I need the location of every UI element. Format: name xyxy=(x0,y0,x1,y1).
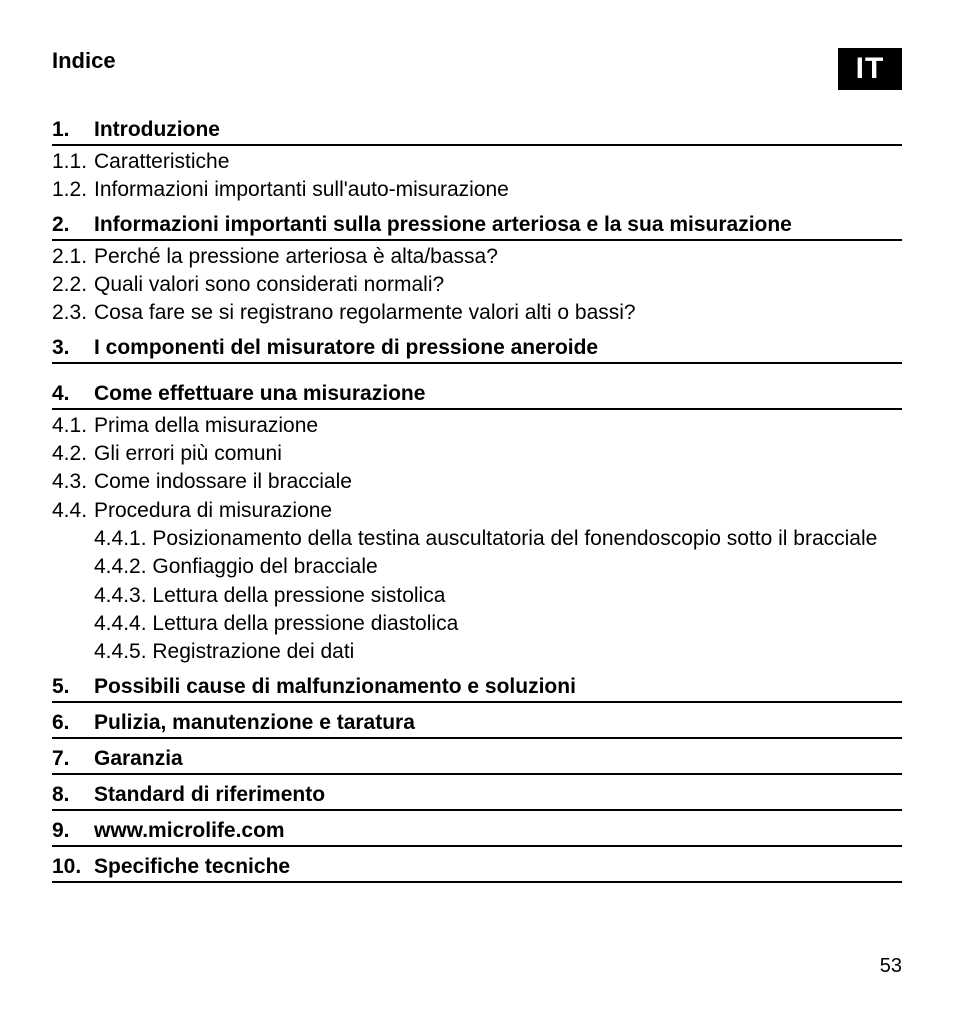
toc-section-label: Garanzia xyxy=(94,747,902,771)
page-number: 53 xyxy=(880,955,902,978)
toc-section-heading: 4. Come effettuare una misurazione xyxy=(52,382,902,410)
toc-section-label: I componenti del misuratore di pressione… xyxy=(94,336,902,360)
toc-sub-item: 1.1. Caratteristiche xyxy=(52,148,902,176)
toc-subsub-label: Gonfiaggio del bracciale xyxy=(152,555,377,578)
toc-sub-label: Procedura di misurazione xyxy=(94,497,902,525)
toc-sub-label: Cosa fare se si registrano regolarmente … xyxy=(94,299,902,327)
toc-section-label: Specifiche tecniche xyxy=(94,855,902,879)
toc-sub-label: Caratteristiche xyxy=(94,148,902,176)
toc-section: 6. Pulizia, manutenzione e taratura xyxy=(52,711,902,739)
page-title: Indice xyxy=(52,48,116,74)
header-row: Indice IT xyxy=(52,48,902,90)
toc-subsub-number: 4.4.3. xyxy=(94,584,147,607)
table-of-contents: 1. Introduzione 1.1. Caratteristiche 1.2… xyxy=(52,118,902,883)
toc-section: 8. Standard di riferimento xyxy=(52,783,902,811)
toc-section-heading: 3. I componenti del misuratore di pressi… xyxy=(52,336,902,364)
toc-sub-label: Perché la pressione arteriosa è alta/bas… xyxy=(94,243,902,271)
toc-section-label: Possibili cause di malfunzionamento e so… xyxy=(94,675,902,699)
spacer xyxy=(52,364,902,374)
toc-section-heading: 7. Garanzia xyxy=(52,747,902,775)
toc-section: 7. Garanzia xyxy=(52,747,902,775)
toc-sub-item: 2.1. Perché la pressione arteriosa è alt… xyxy=(52,243,902,271)
toc-section: 1. Introduzione 1.1. Caratteristiche 1.2… xyxy=(52,118,902,205)
toc-section-number: 2. xyxy=(52,213,94,237)
toc-section: 4. Come effettuare una misurazione 4.1. … xyxy=(52,382,902,667)
toc-sub-label: Informazioni importanti sull'auto-misura… xyxy=(94,176,902,204)
toc-sub-number: 2.1. xyxy=(52,243,94,271)
toc-section-label: Pulizia, manutenzione e taratura xyxy=(94,711,902,735)
toc-subsub-item: 4.4.2. Gonfiaggio del bracciale xyxy=(94,553,902,581)
toc-section: 5. Possibili cause di malfunzionamento e… xyxy=(52,675,902,703)
toc-section-heading: 5. Possibili cause di malfunzionamento e… xyxy=(52,675,902,703)
toc-section-number: 9. xyxy=(52,819,94,843)
toc-sub-number: 4.3. xyxy=(52,468,94,496)
toc-section-label: Introduzione xyxy=(94,118,902,142)
toc-section-number: 8. xyxy=(52,783,94,807)
toc-subsub-label: Posizionamento della testina auscultator… xyxy=(152,527,877,550)
toc-sub-item: 2.3. Cosa fare se si registrano regolarm… xyxy=(52,299,902,327)
toc-section-heading: 1. Introduzione xyxy=(52,118,902,146)
toc-section-label: Informazioni importanti sulla pressione … xyxy=(94,213,902,237)
toc-section-label: Standard di riferimento xyxy=(94,783,902,807)
toc-section-label: www.microlife.com xyxy=(94,819,902,843)
toc-section-number: 10. xyxy=(52,855,94,879)
toc-sub-number: 1.1. xyxy=(52,148,94,176)
toc-sub-number: 1.2. xyxy=(52,176,94,204)
toc-section-heading: 10. Specifiche tecniche xyxy=(52,855,902,883)
toc-sub-item: 1.2. Informazioni importanti sull'auto-m… xyxy=(52,176,902,204)
toc-section-number: 1. xyxy=(52,118,94,142)
toc-sub-item: 4.3. Come indossare il bracciale xyxy=(52,468,902,496)
toc-sub-number: 4.2. xyxy=(52,440,94,468)
toc-subsub-item: 4.4.4. Lettura della pressione diastolic… xyxy=(94,610,902,638)
toc-section: 3. I componenti del misuratore di pressi… xyxy=(52,336,902,364)
toc-subsub-number: 4.4.4. xyxy=(94,612,147,635)
toc-subsub-number: 4.4.2. xyxy=(94,555,147,578)
toc-sub-list: 1.1. Caratteristiche 1.2. Informazioni i… xyxy=(52,148,902,205)
toc-subsub-label: Registrazione dei dati xyxy=(152,640,354,663)
toc-section-heading: 2. Informazioni importanti sulla pressio… xyxy=(52,213,902,241)
toc-sub-item: 4.4. Procedura di misurazione xyxy=(52,497,902,525)
toc-section-number: 3. xyxy=(52,336,94,360)
toc-sub-label: Prima della misurazione xyxy=(94,412,902,440)
toc-section: 9. www.microlife.com xyxy=(52,819,902,847)
toc-section: 10. Specifiche tecniche xyxy=(52,855,902,883)
toc-sub-number: 2.3. xyxy=(52,299,94,327)
toc-section-number: 4. xyxy=(52,382,94,406)
toc-sub-list: 2.1. Perché la pressione arteriosa è alt… xyxy=(52,243,902,328)
toc-section: 2. Informazioni importanti sulla pressio… xyxy=(52,213,902,328)
toc-subsub-item: 4.4.1. Posizionamento della testina ausc… xyxy=(94,525,902,553)
toc-section-number: 6. xyxy=(52,711,94,735)
language-badge: IT xyxy=(838,48,902,90)
toc-section-label: Come effettuare una misurazione xyxy=(94,382,902,406)
toc-sub-list: 4.1. Prima della misurazione 4.2. Gli er… xyxy=(52,412,902,667)
toc-sub-number: 2.2. xyxy=(52,271,94,299)
toc-sub-label: Gli errori più comuni xyxy=(94,440,902,468)
toc-sub-item: 2.2. Quali valori sono considerati norma… xyxy=(52,271,902,299)
toc-sub-label: Come indossare il bracciale xyxy=(94,468,902,496)
toc-subsub-list: 4.4.1. Posizionamento della testina ausc… xyxy=(94,525,902,667)
toc-sub-item: 4.2. Gli errori più comuni xyxy=(52,440,902,468)
toc-sub-label: Quali valori sono considerati normali? xyxy=(94,271,902,299)
toc-subsub-label: Lettura della pressione diastolica xyxy=(152,612,458,635)
toc-sub-number: 4.1. xyxy=(52,412,94,440)
document-page: Indice IT 1. Introduzione 1.1. Caratteri… xyxy=(0,0,954,1014)
toc-subsub-number: 4.4.5. xyxy=(94,640,147,663)
toc-section-heading: 6. Pulizia, manutenzione e taratura xyxy=(52,711,902,739)
toc-sub-item: 4.1. Prima della misurazione xyxy=(52,412,902,440)
toc-subsub-item: 4.4.5. Registrazione dei dati xyxy=(94,638,902,666)
toc-subsub-number: 4.4.1. xyxy=(94,527,147,550)
toc-section-heading: 9. www.microlife.com xyxy=(52,819,902,847)
toc-section-number: 7. xyxy=(52,747,94,771)
toc-sub-number: 4.4. xyxy=(52,497,94,525)
toc-section-number: 5. xyxy=(52,675,94,699)
toc-subsub-item: 4.4.3. Lettura della pressione sistolica xyxy=(94,582,902,610)
toc-section-heading: 8. Standard di riferimento xyxy=(52,783,902,811)
toc-subsub-label: Lettura della pressione sistolica xyxy=(152,584,445,607)
